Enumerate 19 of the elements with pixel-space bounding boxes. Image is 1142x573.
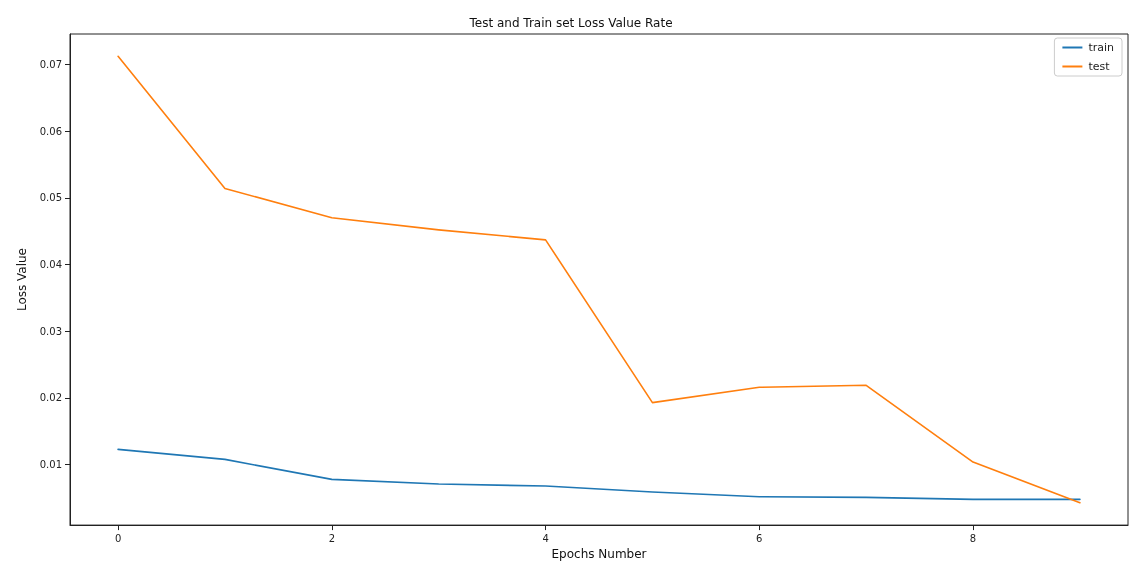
x-tick-label: 6 bbox=[756, 532, 763, 544]
legend-label: test bbox=[1088, 60, 1111, 73]
x-tick-label: 0 bbox=[114, 532, 122, 544]
chart-title: Test and Train set Loss Value Rate bbox=[468, 16, 673, 30]
x-tick-label: 2 bbox=[328, 532, 336, 544]
y-tick-label: 0.03 bbox=[39, 325, 62, 337]
legend-label: train bbox=[1088, 41, 1115, 54]
x-axis-title: Epochs Number bbox=[551, 547, 647, 561]
y-tick-label: 0.05 bbox=[39, 192, 62, 204]
y-tick-label: 0.02 bbox=[39, 392, 62, 404]
y-tick-label: 0.06 bbox=[39, 125, 62, 137]
line-series bbox=[117, 448, 1081, 501]
x-tick-label: 8 bbox=[969, 532, 977, 544]
y-axis-title: Loss Value bbox=[15, 248, 29, 312]
x-tick-label: 4 bbox=[542, 532, 549, 544]
y-tick-label: 0.04 bbox=[39, 259, 62, 271]
line-series bbox=[117, 55, 1081, 504]
y-tick-label: 0.07 bbox=[39, 58, 62, 70]
y-tick-label: 0.01 bbox=[39, 459, 62, 471]
